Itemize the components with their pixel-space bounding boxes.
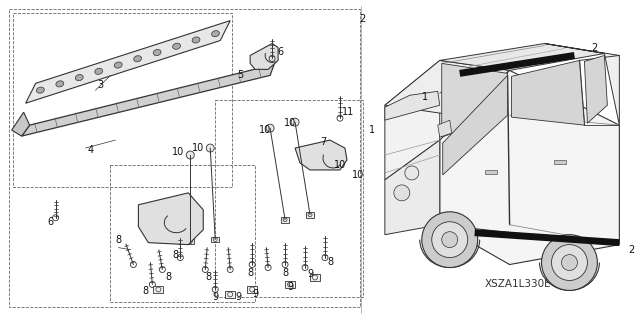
Text: 8: 8	[205, 272, 211, 283]
Polygon shape	[22, 64, 274, 136]
Ellipse shape	[134, 56, 141, 62]
Bar	[186, 239, 195, 244]
Text: 8: 8	[165, 272, 172, 283]
Ellipse shape	[76, 75, 83, 81]
Bar	[9, 9, 360, 307]
Circle shape	[561, 255, 577, 271]
Polygon shape	[440, 43, 604, 70]
Text: 10: 10	[334, 160, 346, 170]
Polygon shape	[385, 91, 440, 120]
Text: 9: 9	[252, 289, 258, 300]
Bar	[285, 281, 295, 288]
Text: 2: 2	[591, 43, 598, 54]
Text: 7: 7	[320, 137, 326, 147]
Circle shape	[432, 222, 468, 257]
Bar	[247, 286, 257, 293]
Bar	[13, 13, 232, 187]
Circle shape	[541, 235, 597, 290]
Polygon shape	[442, 63, 508, 137]
Text: 6: 6	[277, 48, 283, 57]
Text: 9: 9	[212, 293, 218, 302]
Bar	[154, 286, 163, 293]
Polygon shape	[250, 43, 278, 70]
Bar	[310, 274, 320, 281]
Circle shape	[442, 232, 458, 248]
Polygon shape	[443, 75, 508, 175]
Text: 8: 8	[247, 268, 253, 278]
Polygon shape	[545, 43, 620, 125]
Circle shape	[206, 144, 214, 152]
Polygon shape	[385, 140, 440, 235]
Bar	[111, 165, 255, 302]
Text: 4: 4	[88, 145, 93, 155]
Text: 9: 9	[287, 282, 293, 293]
Polygon shape	[385, 60, 509, 115]
Circle shape	[266, 124, 274, 132]
Ellipse shape	[173, 43, 180, 49]
Ellipse shape	[95, 68, 102, 74]
Circle shape	[291, 118, 299, 126]
Polygon shape	[511, 60, 584, 125]
Polygon shape	[295, 140, 347, 170]
Polygon shape	[138, 193, 204, 245]
Ellipse shape	[115, 62, 122, 68]
Ellipse shape	[192, 37, 200, 43]
Text: 9: 9	[235, 293, 241, 302]
Text: 10: 10	[172, 147, 184, 157]
Text: 6: 6	[47, 217, 54, 227]
Polygon shape	[584, 56, 607, 123]
Circle shape	[552, 245, 588, 280]
Text: 2: 2	[628, 245, 634, 255]
Text: 11: 11	[342, 107, 354, 117]
Ellipse shape	[56, 81, 64, 87]
Circle shape	[422, 212, 477, 268]
Bar	[215, 100, 363, 297]
Polygon shape	[385, 60, 440, 180]
Text: 2: 2	[359, 14, 365, 24]
Text: 3: 3	[97, 80, 104, 90]
Text: 10: 10	[259, 125, 271, 135]
Circle shape	[186, 151, 195, 159]
Bar	[211, 237, 220, 242]
Circle shape	[394, 185, 410, 201]
Ellipse shape	[212, 31, 220, 37]
Ellipse shape	[36, 87, 44, 93]
Bar	[281, 217, 289, 223]
Text: 8: 8	[282, 268, 288, 278]
Polygon shape	[438, 120, 452, 137]
Bar	[225, 291, 235, 298]
Text: 1: 1	[422, 92, 428, 102]
Text: 10: 10	[352, 170, 364, 180]
Text: 8: 8	[172, 249, 179, 260]
Polygon shape	[440, 70, 620, 264]
Polygon shape	[12, 112, 29, 136]
Text: 9: 9	[307, 270, 313, 279]
Text: 10: 10	[284, 118, 296, 128]
Text: 8: 8	[142, 286, 148, 296]
Bar	[306, 212, 314, 218]
Text: 8: 8	[327, 256, 333, 267]
Text: XSZA1L330E: XSZA1L330E	[484, 279, 551, 289]
Polygon shape	[26, 21, 230, 103]
Text: 5: 5	[237, 70, 243, 80]
Text: 10: 10	[192, 143, 204, 153]
Circle shape	[405, 166, 419, 180]
Bar	[554, 160, 566, 164]
Ellipse shape	[153, 49, 161, 56]
Text: 8: 8	[115, 235, 122, 245]
Text: 1: 1	[369, 125, 375, 135]
Bar	[484, 170, 497, 174]
